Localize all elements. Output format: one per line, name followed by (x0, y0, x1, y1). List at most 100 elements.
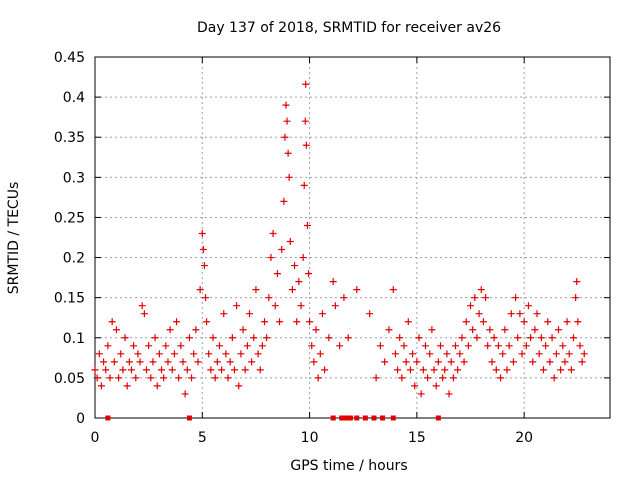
y-tick-label: 0.25 (54, 210, 85, 226)
data-point (492, 366, 500, 374)
data-point (97, 382, 105, 390)
data-point (329, 278, 337, 286)
data-point (372, 374, 380, 382)
data-point (314, 374, 322, 382)
data-point (512, 294, 520, 302)
data-point (544, 318, 552, 326)
data-point (391, 350, 399, 358)
data-point (130, 342, 138, 350)
data-point (106, 374, 114, 382)
x-tick-label: 20 (515, 430, 533, 446)
data-point (273, 270, 281, 278)
data-point (402, 358, 410, 366)
data-point (522, 342, 530, 350)
data-point (190, 350, 198, 358)
data-point (436, 342, 444, 350)
data-point (340, 294, 348, 302)
data-point (469, 326, 477, 334)
data-point (293, 318, 301, 326)
data-point (524, 302, 532, 310)
data-point (224, 374, 232, 382)
data-point (153, 382, 161, 390)
data-point (546, 358, 554, 366)
data-point (278, 246, 286, 254)
data-point (241, 366, 249, 374)
axis-ticks: 0 0.05 0.1 0.15 0.2 0.25 0.3 0.35 0.4 0.45 0 5 10 15 2… (54, 50, 610, 446)
data-point (531, 326, 539, 334)
zero-value-point (339, 415, 345, 421)
data-point (316, 350, 324, 358)
data-point (211, 374, 219, 382)
data-point (563, 318, 571, 326)
data-point (398, 374, 406, 382)
data-point (516, 310, 524, 318)
data-point (518, 350, 526, 358)
data-point (299, 254, 307, 262)
data-point (95, 350, 103, 358)
data-point (460, 358, 468, 366)
data-point (302, 141, 310, 149)
data-point (220, 310, 228, 318)
data-point (303, 221, 311, 229)
data-point (527, 334, 535, 342)
data-point (456, 350, 464, 358)
data-point (424, 374, 432, 382)
data-point (475, 310, 483, 318)
data-point (222, 350, 230, 358)
data-point (282, 101, 290, 109)
data-point (486, 326, 494, 334)
data-point (284, 149, 292, 157)
data-point (140, 310, 148, 318)
data-point (325, 334, 333, 342)
zero-value-point (380, 415, 386, 421)
data-point (574, 318, 582, 326)
zero-value-point (330, 415, 336, 421)
data-point (503, 366, 511, 374)
zero-value-point (354, 415, 360, 421)
data-point (155, 350, 163, 358)
data-point (117, 350, 125, 358)
data-point (555, 326, 562, 334)
y-tick-label: 0.2 (63, 251, 85, 267)
data-point (537, 334, 545, 342)
x-axis-label: GPS time / hours (290, 458, 407, 474)
data-point (430, 366, 438, 374)
data-point (136, 358, 144, 366)
data-point (514, 334, 522, 342)
data-point (432, 382, 440, 390)
data-point (308, 342, 316, 350)
data-point (505, 342, 513, 350)
data-point (175, 374, 183, 382)
data-point (285, 173, 293, 181)
data-point (501, 326, 509, 334)
data-point (580, 350, 588, 358)
data-point (269, 229, 277, 237)
data-point (261, 318, 269, 326)
data-point (121, 334, 129, 342)
data-point (280, 197, 288, 205)
data-point (158, 366, 166, 374)
data-point (183, 366, 191, 374)
data-point (209, 334, 217, 342)
data-point (218, 366, 226, 374)
zero-value-point (362, 415, 368, 421)
data-point (202, 294, 210, 302)
data-point (123, 382, 131, 390)
data-point (439, 374, 447, 382)
data-point (572, 294, 580, 302)
data-point (507, 310, 515, 318)
data-point (93, 374, 101, 382)
zero-value-point (343, 415, 349, 421)
zero-value-point (347, 415, 353, 421)
data-point (177, 342, 185, 350)
data-point (570, 334, 578, 342)
data-point (576, 342, 584, 350)
data-point (160, 374, 168, 382)
data-point (321, 366, 329, 374)
data-point (246, 310, 253, 318)
data-point (200, 262, 208, 270)
data-point (203, 318, 211, 326)
data-point (226, 358, 234, 366)
data-point (394, 366, 402, 374)
data-point (344, 334, 352, 342)
